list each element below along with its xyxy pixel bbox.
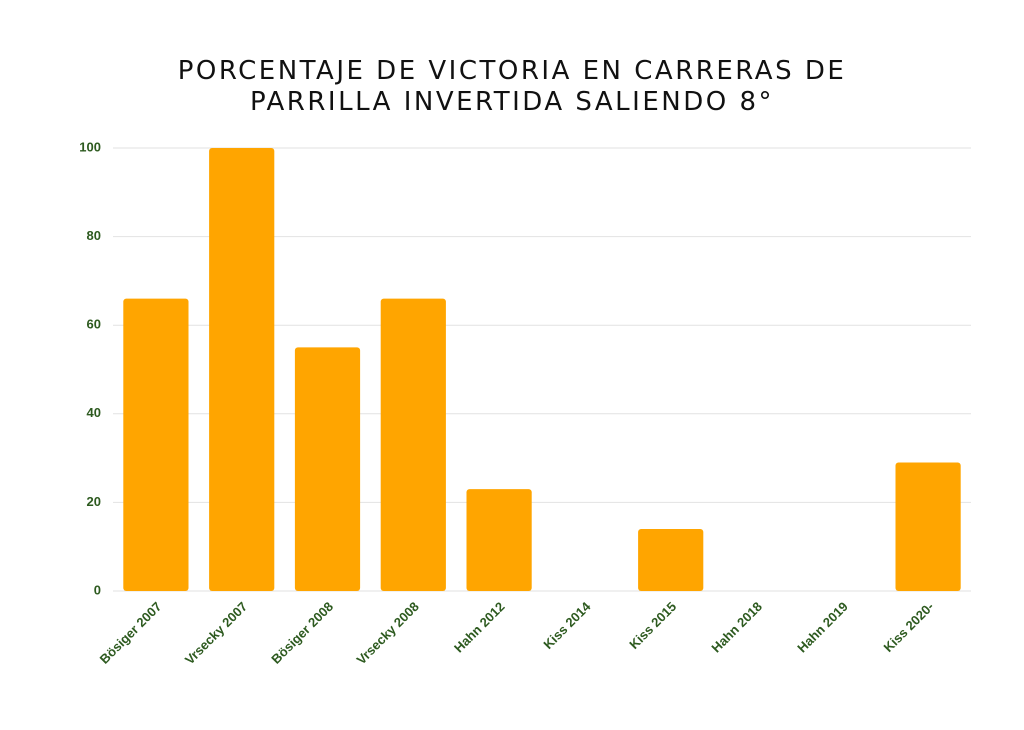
x-tick-label: Bösiger 2007 — [97, 599, 165, 667]
x-tick-label: Hahn 2018 — [708, 599, 765, 656]
bar — [638, 528, 704, 591]
x-tick-label: Vrsecky 2007 — [182, 599, 250, 667]
bar — [209, 148, 275, 591]
x-tick-label: Vrsecky 2008 — [353, 599, 421, 667]
x-tick-label: Kiss 2015 — [626, 599, 679, 652]
y-tick-label: 0 — [94, 582, 101, 597]
y-tick-label: 60 — [87, 317, 101, 332]
bar — [123, 298, 189, 591]
y-tick-label: 20 — [87, 494, 101, 509]
x-tick-label: Hahn 2012 — [451, 599, 508, 656]
bar — [294, 347, 361, 591]
chart-title: PORCENTAJE DE VICTORIA EN CARRERAS DE PA… — [177, 56, 847, 117]
x-tick-label: Kiss 2020- — [881, 599, 937, 655]
y-tick-label: 40 — [87, 405, 101, 420]
bar — [466, 489, 532, 591]
x-tick-label: Hahn 2019 — [794, 599, 851, 656]
y-tick-label: 100 — [79, 139, 101, 154]
bar — [895, 462, 961, 591]
x-tick-label: Bösiger 2008 — [268, 599, 336, 667]
y-tick-label: 80 — [87, 228, 101, 243]
x-tick-label: Kiss 2014 — [540, 598, 594, 652]
bar — [380, 298, 446, 591]
